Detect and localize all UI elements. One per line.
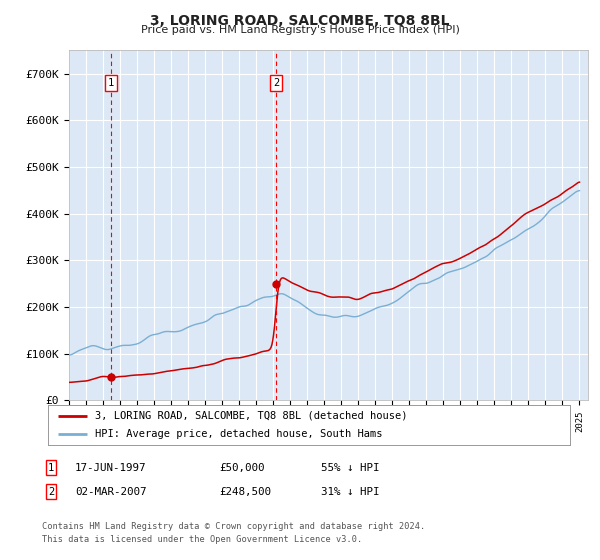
Text: 1: 1 [48, 463, 54, 473]
Text: £50,000: £50,000 [219, 463, 265, 473]
Text: 1: 1 [108, 78, 114, 88]
Text: 3, LORING ROAD, SALCOMBE, TQ8 8BL (detached house): 3, LORING ROAD, SALCOMBE, TQ8 8BL (detac… [95, 411, 407, 421]
Text: 02-MAR-2007: 02-MAR-2007 [75, 487, 146, 497]
Text: 31% ↓ HPI: 31% ↓ HPI [321, 487, 380, 497]
Text: Price paid vs. HM Land Registry's House Price Index (HPI): Price paid vs. HM Land Registry's House … [140, 25, 460, 35]
Text: 3, LORING ROAD, SALCOMBE, TQ8 8BL: 3, LORING ROAD, SALCOMBE, TQ8 8BL [150, 14, 450, 28]
Text: 2: 2 [273, 78, 279, 88]
Text: HPI: Average price, detached house, South Hams: HPI: Average price, detached house, Sout… [95, 430, 382, 439]
Text: 17-JUN-1997: 17-JUN-1997 [75, 463, 146, 473]
Text: This data is licensed under the Open Government Licence v3.0.: This data is licensed under the Open Gov… [42, 534, 362, 544]
Text: £248,500: £248,500 [219, 487, 271, 497]
Text: 55% ↓ HPI: 55% ↓ HPI [321, 463, 380, 473]
Text: 2: 2 [48, 487, 54, 497]
Text: Contains HM Land Registry data © Crown copyright and database right 2024.: Contains HM Land Registry data © Crown c… [42, 522, 425, 531]
